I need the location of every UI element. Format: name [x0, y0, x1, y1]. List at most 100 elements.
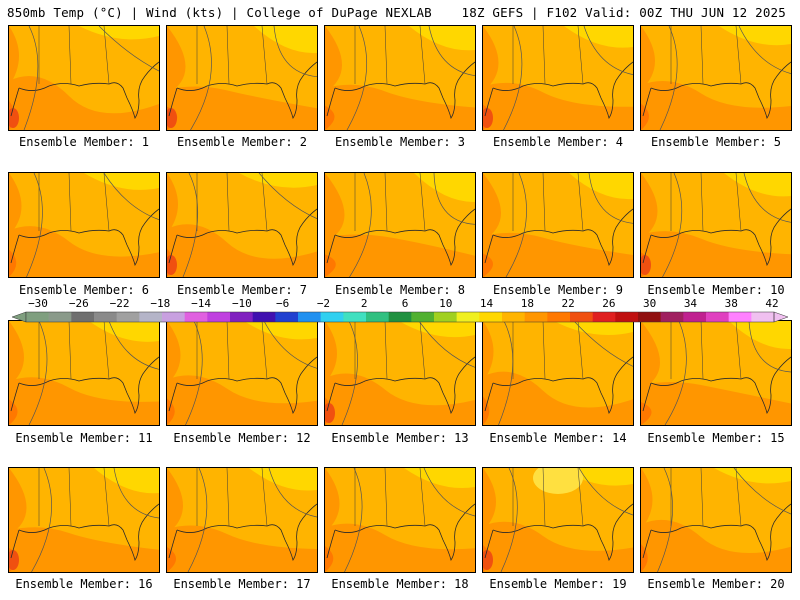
coastline — [326, 382, 336, 412]
isotherm-contour — [103, 173, 159, 220]
warm-region — [167, 321, 181, 385]
state-borders — [196, 26, 268, 85]
coastline — [176, 356, 317, 414]
colorbar-tick-label: 26 — [602, 297, 615, 310]
isotherm-contour — [263, 321, 317, 369]
colorbar-swatch — [184, 312, 208, 322]
isotherm-contour — [187, 468, 208, 572]
warm-region — [9, 26, 19, 86]
coastline — [10, 529, 20, 559]
ensemble-member-label: Ensemble Member: 13 — [331, 431, 469, 445]
coastline — [334, 356, 475, 414]
coastline — [10, 382, 20, 412]
ensemble-member-label: Ensemble Member: 15 — [647, 431, 785, 445]
warm-region — [9, 468, 27, 536]
cool-region — [399, 321, 475, 338]
warm-region — [167, 525, 317, 572]
coastline — [10, 87, 20, 117]
cool-region — [724, 173, 791, 197]
colorbar-swatch — [456, 312, 480, 322]
isotherm-contour — [273, 26, 317, 78]
ensemble-map-panel — [640, 172, 792, 278]
colorbar-tick-label: −6 — [276, 297, 289, 310]
warm-region — [641, 519, 791, 572]
colorbar-swatch — [728, 312, 752, 322]
warm-region — [9, 321, 24, 386]
temperature-map — [9, 26, 159, 130]
coastline — [334, 503, 475, 561]
map-title: 850mb Temp (°C) | Wind (kts) | College o… — [7, 5, 432, 20]
colorbar-swatch — [48, 312, 72, 322]
ensemble-member-label: Ensemble Member: 4 — [492, 135, 624, 149]
warm-region — [325, 234, 475, 277]
valid-time: 18Z GEFS | F102 Valid: 00Z THU JUN 12 20… — [461, 5, 786, 20]
colorbar-swatch — [683, 312, 707, 322]
ensemble-map-panel — [8, 172, 160, 278]
warm-region — [641, 173, 658, 240]
coastline — [326, 87, 336, 117]
colorbar-tick-label: 10 — [439, 297, 452, 310]
ensemble-member-label: Ensemble Member: 12 — [173, 431, 311, 445]
warm-region — [483, 321, 494, 382]
ensemble-member-label: Ensemble Member: 1 — [18, 135, 150, 149]
cool-region — [569, 173, 633, 200]
warm-region — [167, 468, 183, 534]
ensemble-map-panel — [324, 25, 476, 131]
state-borders — [38, 321, 110, 380]
temperature-map — [483, 468, 633, 572]
state-borders — [354, 468, 426, 527]
temperature-map — [325, 26, 475, 130]
colorbar-swatch — [116, 312, 140, 322]
colorbar-tick-label: −14 — [191, 297, 211, 310]
isotherm-contour — [433, 173, 475, 225]
colorbar-tick-label: −10 — [232, 297, 252, 310]
ensemble-map-panel — [166, 320, 318, 426]
warm-region — [325, 468, 340, 533]
temperature-map — [167, 321, 317, 425]
ensemble-member-label: Ensemble Member: 7 — [176, 283, 308, 297]
ensemble-map-panel — [640, 25, 792, 131]
colorbar-arrow-right — [773, 311, 788, 323]
isotherm-contour — [500, 468, 518, 572]
colorbar-swatch — [366, 312, 389, 322]
colorbar-tick-label: 22 — [561, 297, 574, 310]
colorbar-swatch — [615, 312, 639, 322]
warm-region — [9, 226, 159, 277]
colorbar-swatch — [298, 312, 321, 322]
warm-region — [641, 81, 791, 130]
colorbar-tick-label: 18 — [521, 297, 534, 310]
colorbar-swatch — [343, 312, 367, 322]
colorbar-swatch — [751, 312, 775, 322]
state-borders — [38, 173, 110, 232]
coastline — [642, 234, 652, 264]
warm-region — [325, 373, 475, 425]
coastline — [492, 61, 633, 119]
cool-region — [79, 26, 159, 40]
coastline — [492, 503, 633, 561]
ensemble-member-label: Ensemble Member: 14 — [489, 431, 627, 445]
ensemble-map-panel — [8, 25, 160, 131]
coastline — [642, 382, 652, 412]
coastline — [650, 61, 791, 119]
state-borders — [512, 173, 584, 232]
warm-region — [9, 173, 22, 236]
ensemble-map-panel — [166, 467, 318, 573]
warm-region — [483, 232, 633, 277]
temperature-map — [641, 321, 791, 425]
ensemble-map-panel — [482, 25, 634, 131]
isotherm-contour — [258, 173, 317, 219]
colorbar-tick-label: −26 — [69, 297, 89, 310]
temperature-colorbar: −30 −26 −22 −18 −14 −10 −6 −2 2 6 10 14 18 22 26 30 34 38… — [12, 297, 788, 323]
warm-region — [483, 371, 633, 425]
cool-region — [249, 468, 317, 491]
temperature-map — [167, 468, 317, 572]
colorbar-swatch — [706, 312, 729, 322]
temperature-map — [483, 173, 633, 277]
isotherm-contour — [113, 468, 159, 519]
warm-region — [9, 377, 159, 425]
isotherm-contour — [503, 26, 523, 130]
isotherm-contour — [578, 468, 633, 516]
coastline — [18, 503, 159, 561]
coastline — [168, 529, 178, 559]
warm-region — [641, 231, 791, 277]
